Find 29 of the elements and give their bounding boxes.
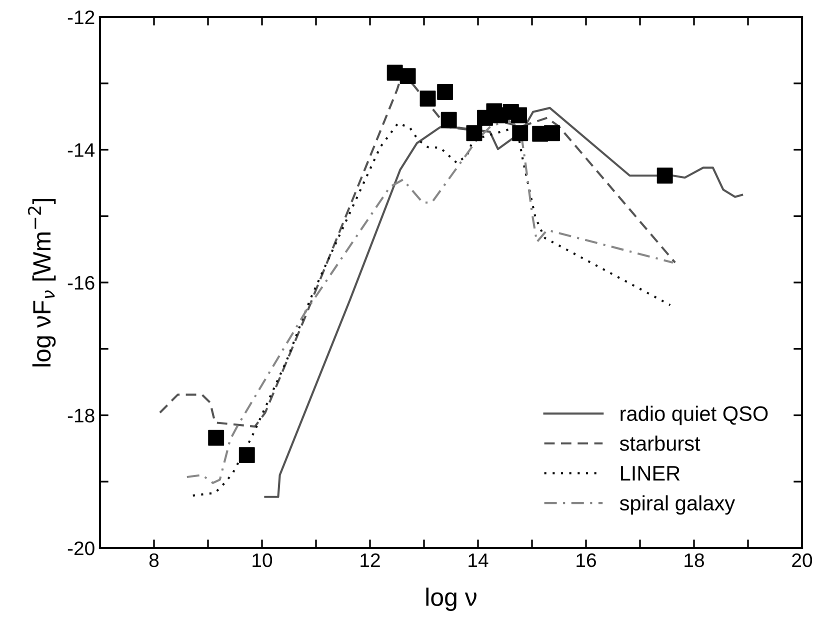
y-axis-title: log νF$_{ν}$ [Wm$^{−2}$] — [28, 199, 56, 366]
legend-label: LINER — [621, 466, 680, 481]
x-tick-label: 12 — [360, 553, 380, 567]
point — [440, 112, 457, 128]
point — [420, 90, 436, 107]
x-tick-label: 16 — [576, 553, 596, 568]
legend-label: spiral galaxy — [620, 495, 736, 515]
point — [544, 125, 560, 142]
point — [437, 84, 454, 100]
point — [511, 107, 528, 124]
y-tick-label: -20 — [68, 541, 94, 556]
point — [466, 125, 482, 142]
x-tick-label: 18 — [684, 553, 704, 568]
x-axis-title: log ν — [426, 588, 476, 611]
legend-label: starburst — [620, 436, 700, 451]
legend-label: radio quiet QSO — [620, 406, 768, 426]
x-tick-label: 14 — [468, 554, 488, 567]
y-tick-label: -18 — [68, 408, 94, 422]
point — [238, 447, 255, 464]
x-tick-label: 10 — [252, 553, 272, 568]
point — [400, 68, 416, 84]
x-tick-label: 8 — [149, 553, 159, 568]
y-tick-label: -16 — [68, 276, 94, 290]
point — [656, 168, 673, 184]
y-tick-label: -12 — [68, 10, 94, 24]
x-tick-label: 20 — [792, 553, 812, 568]
y-tick-label: -14 — [68, 143, 95, 157]
point — [512, 125, 528, 142]
point — [208, 430, 224, 446]
